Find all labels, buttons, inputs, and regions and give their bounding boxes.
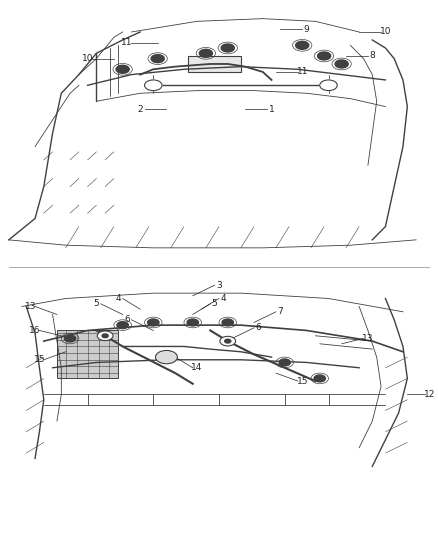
Circle shape bbox=[320, 80, 337, 91]
Circle shape bbox=[335, 60, 348, 68]
Circle shape bbox=[320, 80, 337, 91]
Circle shape bbox=[221, 44, 234, 52]
Text: 6: 6 bbox=[124, 316, 130, 324]
Text: 14: 14 bbox=[191, 364, 203, 372]
Text: 11: 11 bbox=[297, 68, 308, 76]
Text: 16: 16 bbox=[29, 326, 41, 335]
Text: 9: 9 bbox=[304, 25, 310, 34]
Text: 4: 4 bbox=[116, 294, 121, 303]
Circle shape bbox=[225, 340, 231, 343]
Circle shape bbox=[145, 80, 162, 91]
Text: 12: 12 bbox=[424, 390, 435, 399]
Text: 10: 10 bbox=[82, 54, 93, 63]
Text: 5: 5 bbox=[93, 300, 99, 308]
Circle shape bbox=[199, 49, 212, 57]
Circle shape bbox=[222, 319, 233, 326]
Text: 7: 7 bbox=[277, 308, 283, 316]
Text: 5: 5 bbox=[212, 300, 218, 308]
Circle shape bbox=[279, 359, 290, 366]
Text: 4: 4 bbox=[221, 294, 226, 303]
Circle shape bbox=[116, 65, 129, 73]
Text: 11: 11 bbox=[121, 38, 133, 47]
Circle shape bbox=[151, 55, 164, 63]
Circle shape bbox=[145, 80, 162, 91]
Text: 13: 13 bbox=[362, 334, 374, 343]
Circle shape bbox=[64, 335, 76, 342]
Bar bbox=[188, 56, 241, 72]
Bar bbox=[57, 330, 118, 378]
Circle shape bbox=[314, 375, 325, 382]
Circle shape bbox=[220, 336, 236, 346]
Text: 13: 13 bbox=[25, 302, 36, 311]
Text: 15: 15 bbox=[34, 356, 45, 364]
Text: 1: 1 bbox=[268, 105, 275, 114]
Text: 2: 2 bbox=[138, 105, 143, 114]
Text: 10: 10 bbox=[380, 28, 391, 36]
Circle shape bbox=[155, 351, 177, 364]
Text: 8: 8 bbox=[369, 52, 375, 60]
Text: 6: 6 bbox=[255, 324, 261, 332]
Circle shape bbox=[296, 42, 309, 50]
Circle shape bbox=[148, 319, 159, 326]
Circle shape bbox=[97, 331, 113, 341]
Circle shape bbox=[318, 52, 331, 60]
Circle shape bbox=[187, 319, 198, 326]
Text: 15: 15 bbox=[297, 377, 308, 385]
Circle shape bbox=[102, 334, 108, 338]
Text: 3: 3 bbox=[216, 281, 222, 289]
Circle shape bbox=[117, 322, 128, 328]
